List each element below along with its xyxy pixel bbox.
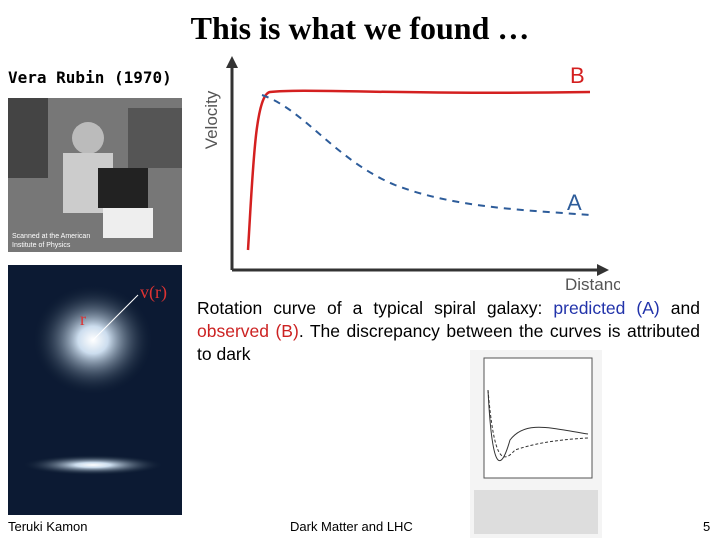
caption-observed: observed (B): [197, 321, 299, 341]
x-axis-label: Distance: [565, 275, 620, 294]
caption-text: Rotation curve of a typical spiral galax…: [197, 298, 554, 318]
y-axis-label: Velocity: [202, 90, 221, 149]
caption-predicted: predicted (A): [553, 298, 660, 318]
caption-text: and: [659, 298, 700, 318]
caption-text: . The discrepancy between the curves is …: [197, 321, 700, 364]
photo-caption: Vera Rubin (1970): [8, 68, 172, 87]
galaxy-label: v(r): [140, 282, 167, 303]
rotation-diagram: Velocity Distance B A: [202, 56, 620, 294]
slide-title: This is what we found …: [190, 10, 530, 46]
svg-text:Scanned at the American: Scanned at the American: [12, 233, 90, 240]
curve-observed: [246, 89, 591, 251]
galaxy-image: v(r) r: [8, 265, 182, 515]
svg-text:Institute of Physics: Institute of Physics: [12, 242, 71, 249]
curve-predicted: [261, 94, 591, 216]
curve-label: A: [567, 190, 582, 215]
rubin-photo: Scanned at the American Institute of Phy…: [8, 98, 182, 252]
caption: Rotation curve of a typical spiral galax…: [197, 297, 700, 366]
curve-label: B: [570, 63, 585, 88]
rubin-plot-image: [470, 350, 602, 538]
page-number: 5: [703, 519, 711, 534]
footer-author: Teruki Kamon: [8, 519, 88, 534]
galaxy-label: r: [80, 309, 86, 329]
footer-topic: Dark Matter and LHC: [290, 519, 413, 534]
